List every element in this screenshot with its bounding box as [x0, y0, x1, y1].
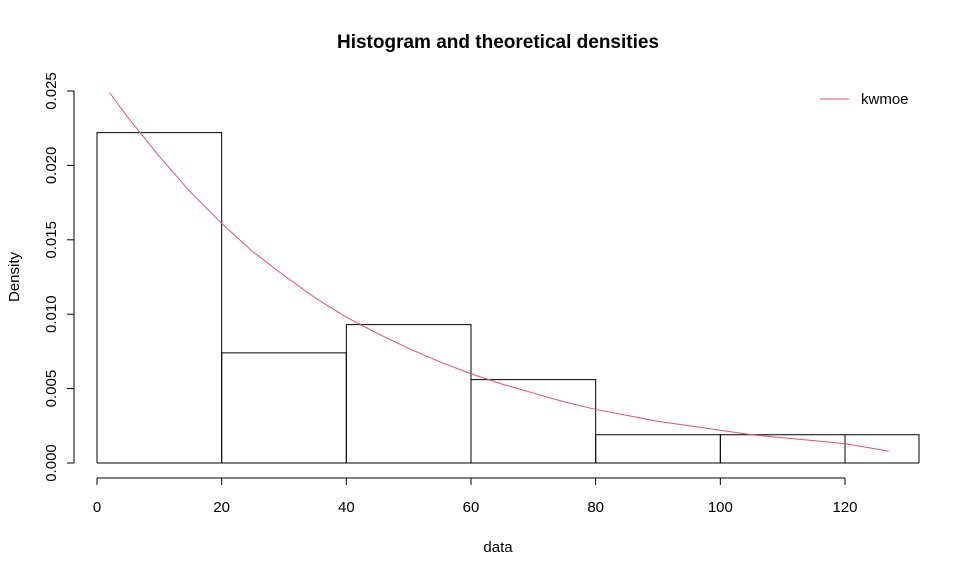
y-tick-label: 0.005	[43, 370, 60, 408]
histogram-bar-0	[96, 132, 223, 463]
histogram-bar-2	[345, 324, 472, 463]
x-tick-label: 0	[93, 499, 101, 516]
histogram-bar-3	[470, 379, 597, 463]
y-tick-label: 0.000	[43, 444, 60, 482]
x-axis: 0 20 40 60 80 100 120	[93, 477, 858, 516]
y-axis: 0.000 0.005 0.010 0.015 0.020 0.025	[43, 72, 75, 482]
histogram-bars	[96, 132, 920, 464]
x-tick-label: 20	[213, 499, 230, 516]
histogram-bar-1	[221, 352, 347, 463]
density-curves	[109, 92, 889, 452]
density-curve-kwmoe	[109, 92, 889, 452]
x-tick-label: 40	[338, 499, 355, 516]
x-axis-label: data	[483, 539, 513, 556]
x-tick-label: 100	[708, 499, 733, 516]
histogram-bar-4	[595, 434, 721, 463]
y-tick-label: 0.020	[43, 147, 60, 185]
x-tick-label: 60	[463, 499, 480, 516]
legend: kwmoe	[820, 91, 909, 108]
x-tick-label: 120	[832, 499, 857, 516]
histogram-bar-6	[844, 434, 920, 463]
legend-label-kwmoe: kwmoe	[861, 91, 909, 108]
chart-title: Histogram and theoretical densities	[337, 32, 659, 53]
y-axis-label: Density	[6, 251, 23, 302]
histogram-bar-5	[719, 434, 846, 463]
y-tick-label: 0.015	[43, 221, 60, 259]
y-tick-label: 0.025	[43, 72, 60, 110]
x-tick-label: 80	[587, 499, 604, 516]
y-tick-label: 0.010	[43, 295, 60, 333]
